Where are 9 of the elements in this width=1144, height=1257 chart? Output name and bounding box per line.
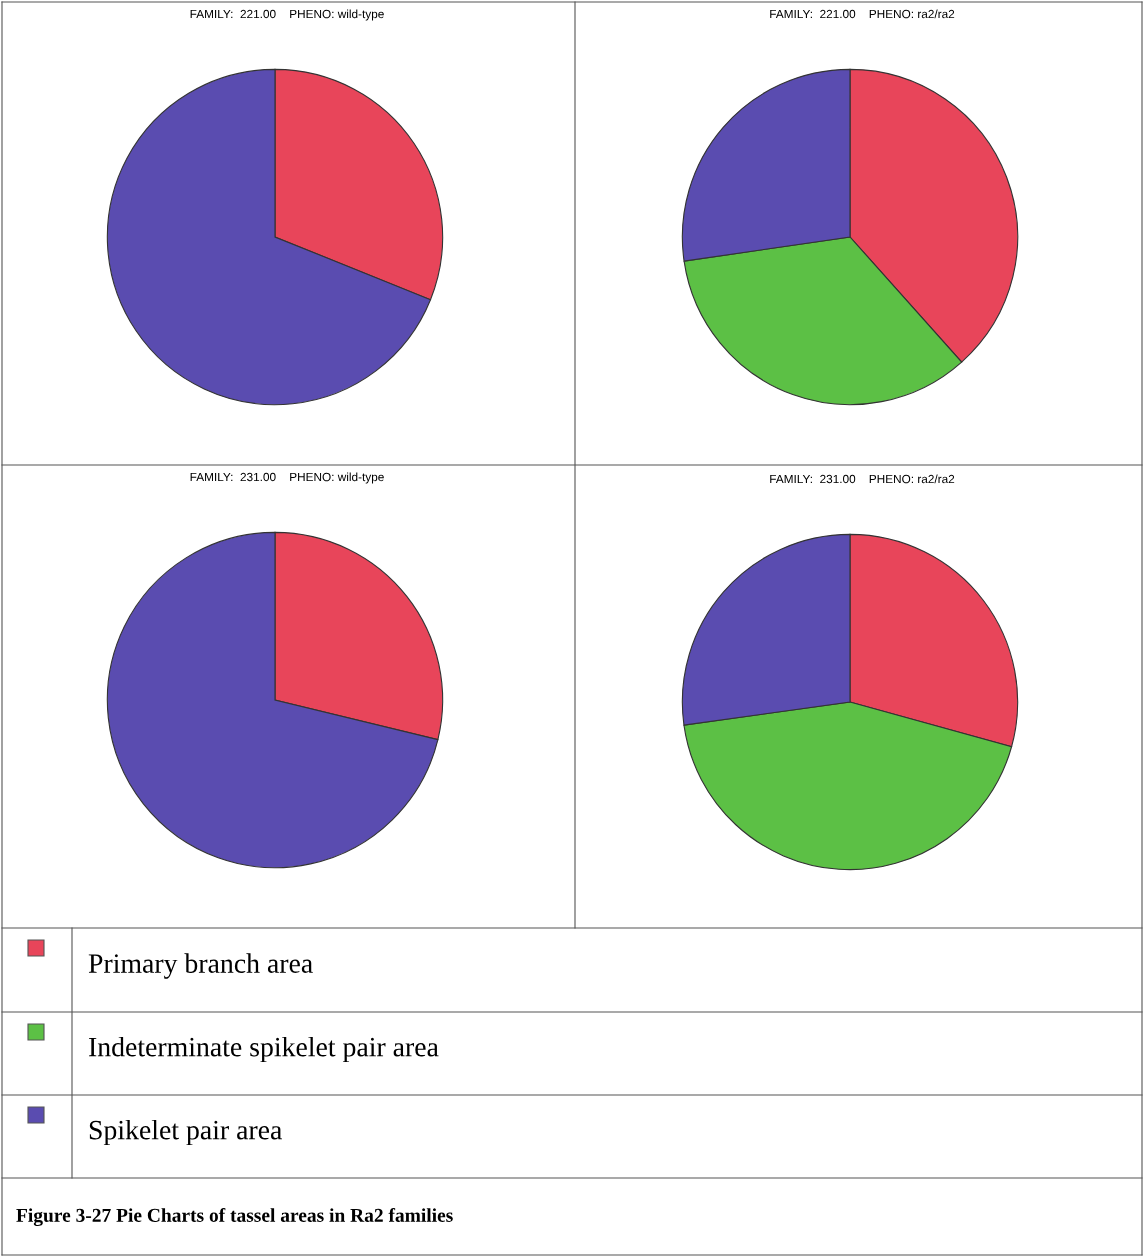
chart-title: FAMILY: 221.00 PHENO: wild-type: [190, 9, 384, 21]
legend-label: Indeterminate spikelet pair area: [89, 1036, 439, 1063]
chart-title: FAMILY: 221.00 PHENO: ra2/ra2: [770, 9, 955, 19]
chart-title: FAMILY: 231.00 PHENO: wild-type: [190, 472, 384, 484]
caption: Figure 3-27 Pie Charts of tassel areas in Ra2 families: [16, 1208, 453, 1226]
chart-title: FAMILY: 231.00 PHENO: ra2/ra2: [770, 474, 955, 484]
legend-label: Primary branch area: [88, 953, 313, 979]
pie-slice: [106, 531, 439, 869]
legend-label: Spikelet pair area: [89, 1119, 282, 1146]
